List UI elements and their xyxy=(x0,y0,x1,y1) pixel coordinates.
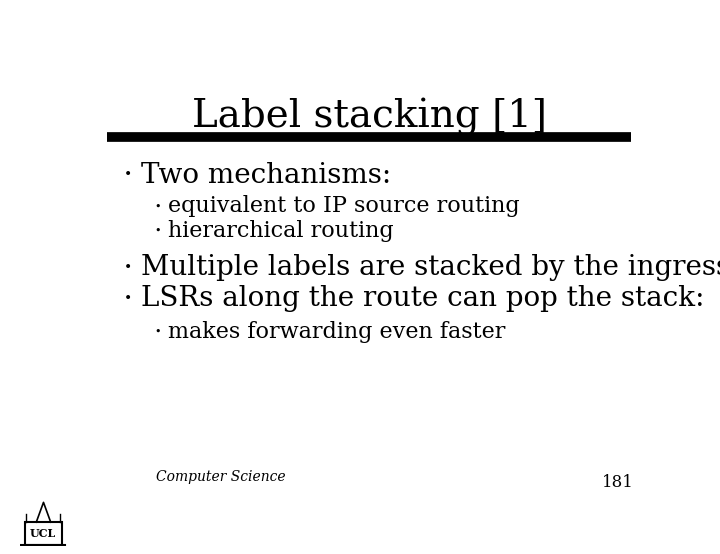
Text: •: • xyxy=(154,226,161,236)
Text: Label stacking [1]: Label stacking [1] xyxy=(192,99,546,136)
Text: makes forwarding even faster: makes forwarding even faster xyxy=(168,321,505,343)
Text: Two mechanisms:: Two mechanisms: xyxy=(141,162,392,189)
Text: UCL: UCL xyxy=(30,528,56,539)
Text: Computer Science: Computer Science xyxy=(156,470,285,484)
Text: •: • xyxy=(124,291,132,306)
Bar xyxy=(24,522,62,545)
Text: LSRs along the route can pop the stack:: LSRs along the route can pop the stack: xyxy=(141,285,705,312)
Text: •: • xyxy=(154,327,161,337)
Text: Multiple labels are stacked by the ingress LSR: Multiple labels are stacked by the ingre… xyxy=(141,254,720,281)
Text: •: • xyxy=(154,202,161,212)
Text: 181: 181 xyxy=(602,474,634,491)
Text: •: • xyxy=(124,261,132,275)
Text: equivalent to IP source routing: equivalent to IP source routing xyxy=(168,196,520,217)
Text: hierarchical routing: hierarchical routing xyxy=(168,220,394,242)
Text: •: • xyxy=(124,168,132,182)
